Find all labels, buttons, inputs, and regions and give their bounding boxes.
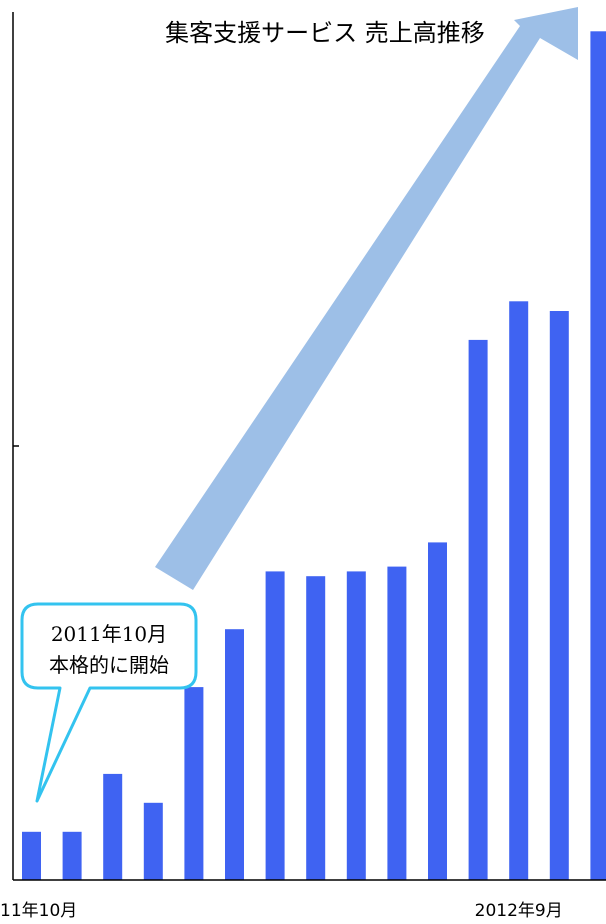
x-tick-label: 11年10月 bbox=[0, 901, 77, 921]
bar bbox=[306, 576, 326, 880]
annotation-callout: 2011年10月 本格的に開始 bbox=[20, 602, 198, 803]
bar bbox=[468, 339, 488, 880]
bar bbox=[225, 629, 244, 880]
callout-line-2: 本格的に開始 bbox=[49, 653, 169, 677]
callout-bubble bbox=[20, 602, 198, 803]
bar bbox=[143, 802, 163, 880]
bar-group bbox=[22, 31, 606, 881]
bar bbox=[387, 566, 407, 880]
callout-line-1: 2011年10月 bbox=[51, 622, 167, 646]
bar bbox=[22, 831, 41, 880]
bar bbox=[103, 773, 123, 880]
bar bbox=[346, 571, 366, 880]
bar bbox=[265, 571, 285, 880]
bar bbox=[428, 542, 447, 880]
bar bbox=[184, 687, 204, 880]
bar bbox=[549, 311, 569, 880]
bar bbox=[509, 301, 529, 880]
x-tick-label: 2012年9月 bbox=[475, 901, 563, 921]
bar bbox=[590, 31, 606, 881]
trend-arrow bbox=[155, 7, 578, 590]
x-tick-labels: 11年10月 2012年9月 bbox=[0, 901, 563, 921]
bar bbox=[62, 831, 82, 880]
chart-title: 集客支援サービス 売上高推移 bbox=[165, 19, 485, 47]
